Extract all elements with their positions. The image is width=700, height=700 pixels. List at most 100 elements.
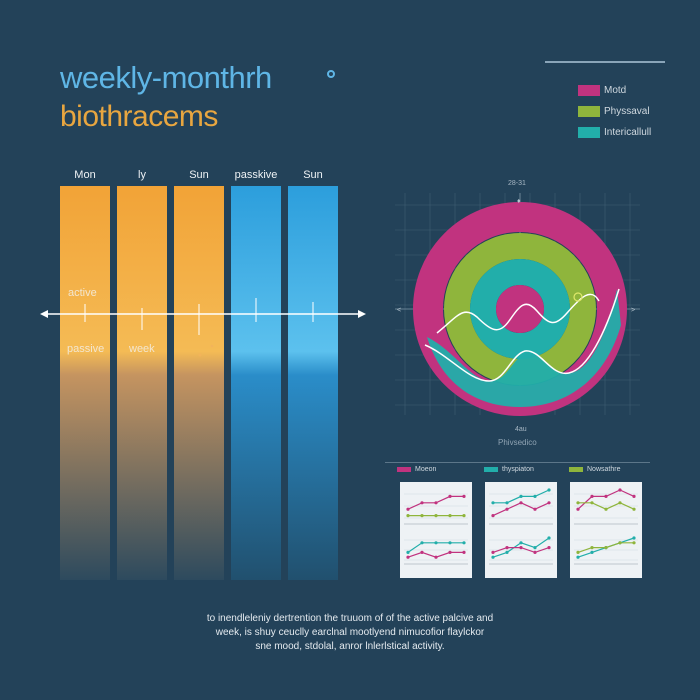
mini-point: [533, 550, 537, 554]
mini-point: [491, 501, 495, 505]
legend-divider: [545, 61, 665, 63]
column-label-passive: passkive: [234, 169, 278, 181]
mini-point: [420, 550, 424, 554]
week-annotation: week: [129, 343, 155, 355]
mini-series-line: [577, 489, 635, 510]
mini-legend-label: thyspiaton: [502, 466, 534, 473]
mini-point: [604, 546, 608, 550]
mini-point: [434, 514, 438, 518]
column-label-sun: Sun: [189, 169, 209, 181]
legend: Motd Physsaval Intericallull: [578, 80, 651, 143]
mini-point: [590, 494, 594, 498]
mini-point: [547, 501, 551, 505]
description-line: sne mood, stdolal, anror lnlerlstical ac…: [255, 641, 445, 652]
mini-legend-swatch: [569, 467, 583, 472]
mini-point: [491, 514, 495, 518]
chart-title-line1: weekly-monthrh: [60, 60, 272, 95]
mini-point: [547, 488, 551, 492]
mini-point: [576, 501, 580, 505]
mini-point: [448, 494, 452, 498]
mini-point: [434, 555, 438, 559]
donut-tick: ♦: [517, 198, 521, 205]
description-line: to inendleleniy dertrention the truuom o…: [206, 613, 494, 624]
mini-point: [618, 488, 622, 492]
legend-item-intellectual: Intericallull: [578, 122, 651, 143]
description-text: to inendleleniy dertrention the truuom o…: [150, 612, 550, 654]
mini-chart-3: [570, 482, 642, 530]
mini-point: [462, 494, 466, 498]
mini-point: [533, 494, 537, 498]
column-label-mon: Mon: [74, 169, 96, 181]
bar-0: [60, 186, 110, 580]
mini-point: [448, 514, 452, 518]
mini-point: [632, 541, 636, 545]
mini-point: [632, 494, 636, 498]
donut-caption: Phivsedico: [498, 438, 537, 447]
wave-line: [424, 288, 620, 382]
mini-point: [491, 550, 495, 554]
mini-point: [519, 546, 523, 550]
donut-tick: <: [397, 307, 401, 314]
donut-center: [496, 285, 544, 333]
timeline-left-arrow: [40, 310, 48, 318]
donut-tick: >: [631, 307, 635, 314]
mini-point: [590, 550, 594, 554]
mini-chart-6: [570, 530, 642, 578]
description-line: week, is shuy ceuclly earclnal mootlyend…: [215, 627, 485, 638]
active-annotation: active: [68, 287, 97, 299]
mini-point: [420, 501, 424, 505]
mini-point: [406, 555, 410, 559]
mini-point: [505, 507, 509, 511]
mini-series-line: [492, 502, 550, 517]
mini-point: [505, 546, 509, 550]
mini-point: [604, 507, 608, 511]
donut-top-label: 28-31: [508, 180, 526, 187]
mini-point: [462, 541, 466, 545]
legend-swatch: [578, 85, 600, 96]
mini-point: [462, 550, 466, 554]
legend-label: Intericallull: [604, 127, 652, 138]
wave-marker: [573, 292, 583, 302]
mini-point: [576, 550, 580, 554]
mini-point: [491, 555, 495, 559]
mini-point: [406, 507, 410, 511]
mini-legend-divider: [385, 462, 650, 463]
mini-point: [505, 550, 509, 554]
mini-chart-1: [400, 482, 472, 530]
column-label-2: ly: [138, 169, 146, 181]
mini-point: [519, 501, 523, 505]
marker-dot: [198, 353, 202, 357]
legend-swatch: [578, 127, 600, 138]
donut-chart: ♦ < >: [395, 193, 640, 416]
mini-point: [604, 494, 608, 498]
legend-swatch: [578, 106, 600, 117]
mini-point: [618, 501, 622, 505]
mini-point: [533, 546, 537, 550]
mini-chart-2: [485, 482, 557, 530]
donut-bottom-label: 4au: [515, 426, 527, 433]
mini-point: [420, 514, 424, 518]
marker-dot: [210, 344, 214, 348]
mini-chart-5: [485, 530, 557, 578]
mini-point: [632, 536, 636, 540]
mini-point: [533, 507, 537, 511]
mini-point: [462, 514, 466, 518]
legend-item-mood: Motd: [578, 80, 651, 101]
passive-annotation: passive: [67, 343, 105, 355]
legend-label: Physsaval: [604, 106, 650, 117]
mini-chart-4: [400, 530, 472, 578]
chart-title-line2: biothracems: [60, 100, 218, 133]
bar-3: [231, 186, 281, 580]
legend-item-physical: Physsaval: [578, 101, 651, 122]
donut-ring-2: [470, 259, 570, 359]
mini-point: [505, 501, 509, 505]
mini-legend-item-physical: thyspiaton: [484, 466, 534, 473]
mini-point: [448, 541, 452, 545]
mini-point: [590, 501, 594, 505]
mini-legend-swatch: [397, 467, 411, 472]
column-label-sun-2: Sun: [303, 169, 323, 181]
mini-point: [420, 541, 424, 545]
bar-2: [174, 186, 224, 580]
mini-point: [632, 507, 636, 511]
